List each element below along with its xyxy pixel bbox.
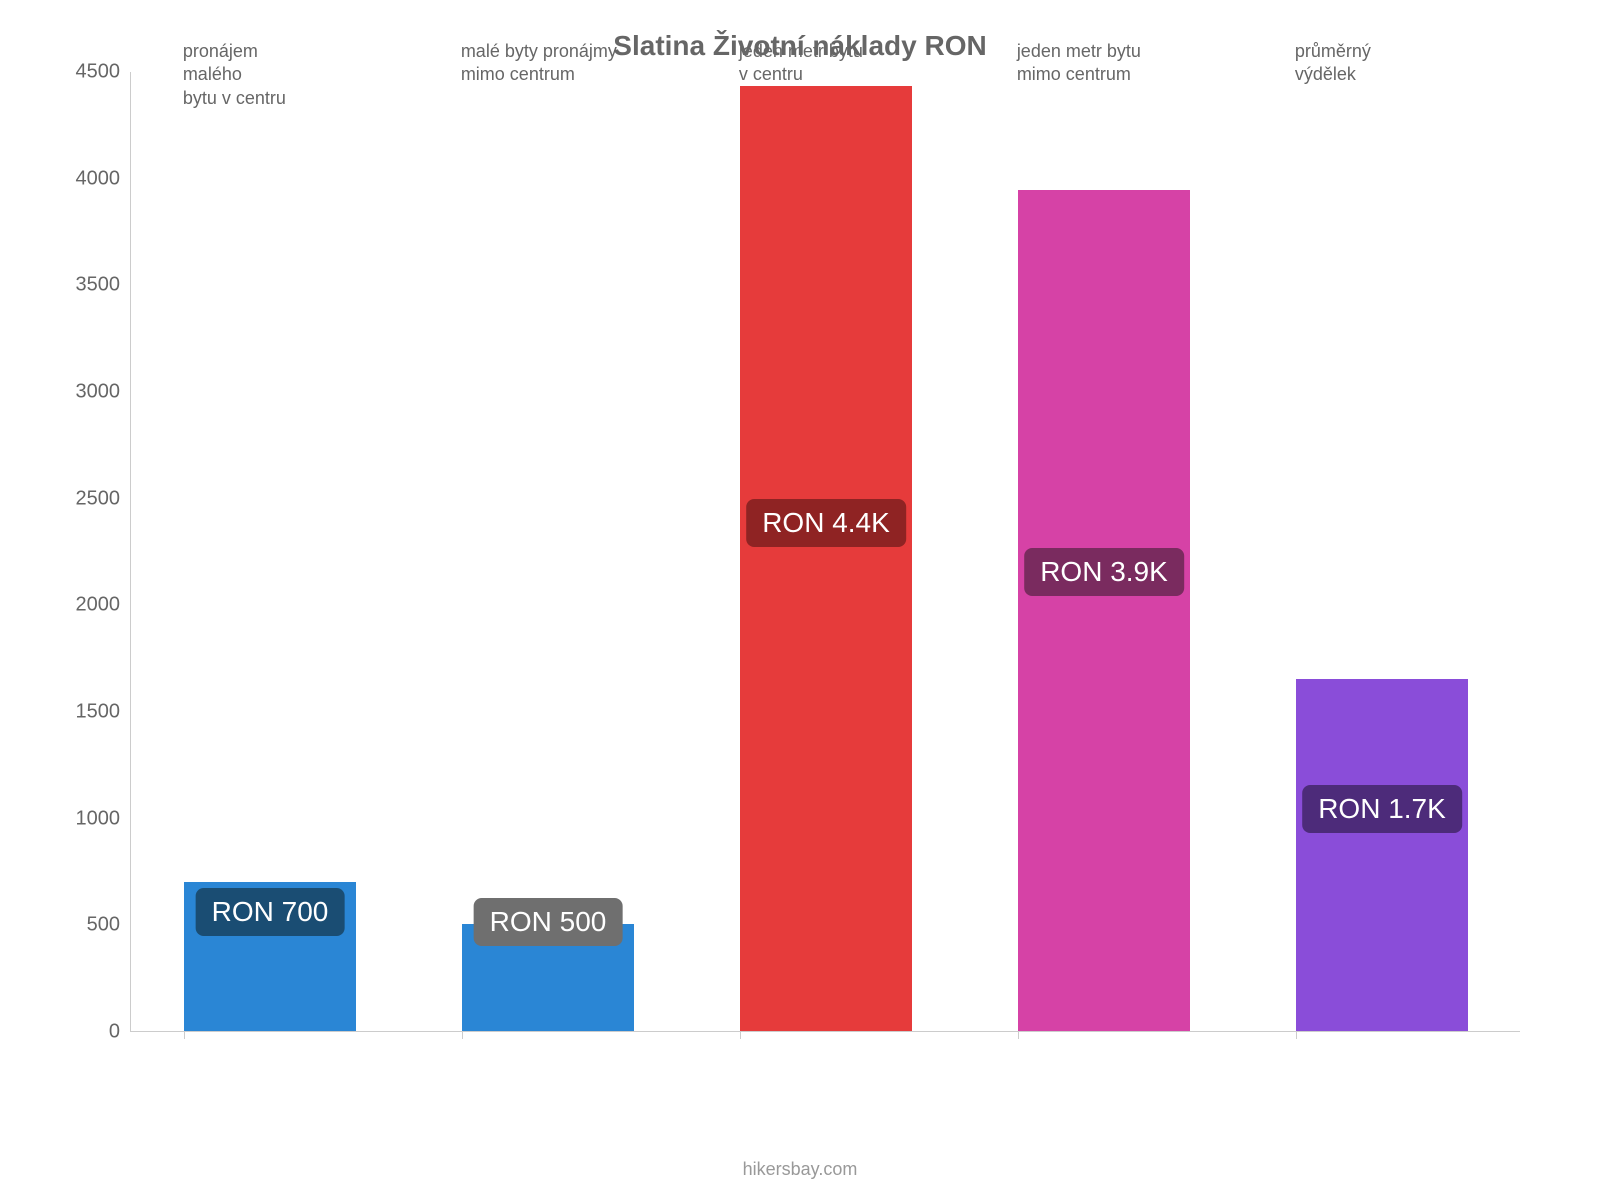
x-axis-labels: pronájemmaléhobytu v centrumalé byty pro… <box>130 40 1520 140</box>
bar <box>740 86 912 1031</box>
value-badge: RON 4.4K <box>746 499 906 547</box>
x-tick-mark <box>184 1031 185 1039</box>
y-tick-label: 4000 <box>76 167 121 190</box>
y-tick-label: 500 <box>87 914 120 937</box>
x-tick-mark <box>1296 1031 1297 1039</box>
value-badge: RON 700 <box>196 888 345 936</box>
x-tick-mark <box>462 1031 463 1039</box>
y-axis: 050010001500200025003000350040004500 <box>60 72 130 1032</box>
bar <box>1018 190 1190 1031</box>
value-badge: RON 3.9K <box>1024 548 1184 596</box>
x-tick-mark <box>1018 1031 1019 1039</box>
y-tick-label: 2000 <box>76 594 121 617</box>
chart-container: Slatina Životní náklady RON 050010001500… <box>60 30 1540 1130</box>
y-tick-label: 4500 <box>76 61 121 84</box>
bars-area: RON 700 RON 500 RON 4.4K RON 3.9K RON 1.7K <box>130 72 1520 1032</box>
y-tick-label: 3000 <box>76 381 121 404</box>
x-axis-label: jeden metr bytumimo centrum <box>1017 40 1295 87</box>
bar <box>1296 679 1468 1031</box>
value-badge: RON 1.7K <box>1302 785 1462 833</box>
value-badge: RON 500 <box>474 898 623 946</box>
plot-area: 050010001500200025003000350040004500 RON… <box>60 72 1540 1032</box>
x-tick-mark <box>740 1031 741 1039</box>
attribution: hikersbay.com <box>0 1159 1600 1180</box>
y-tick-label: 1000 <box>76 807 121 830</box>
x-axis-label: jeden metr bytuv centru <box>739 40 1017 87</box>
y-tick-label: 3500 <box>76 274 121 297</box>
y-tick-label: 2500 <box>76 487 121 510</box>
x-axis-label: pronájemmaléhobytu v centru <box>183 40 461 110</box>
x-axis-label: průměrnývýdělek <box>1295 40 1573 87</box>
y-tick-label: 1500 <box>76 701 121 724</box>
y-tick-label: 0 <box>109 1021 120 1044</box>
x-axis-label: malé byty pronájmymimo centrum <box>461 40 739 87</box>
